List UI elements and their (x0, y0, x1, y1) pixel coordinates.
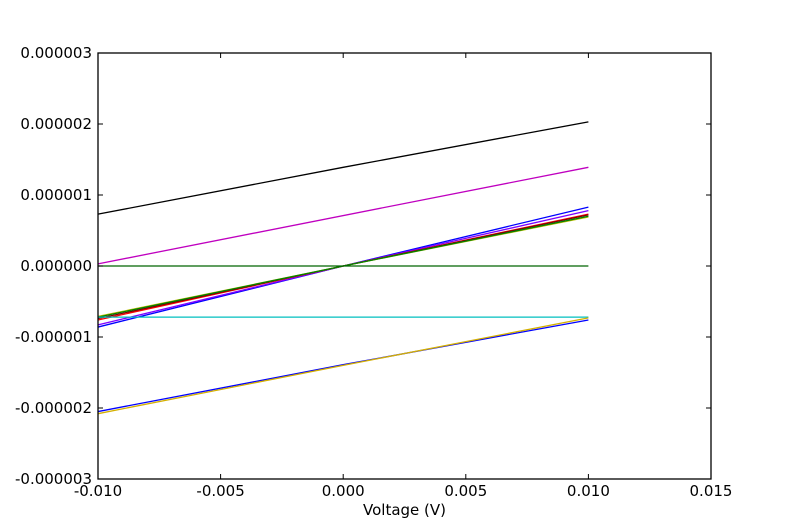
y-tick-label: -0.000002 (15, 399, 92, 417)
y-tick-label: -0.000003 (15, 470, 92, 488)
x-tick-label: -0.010 (74, 482, 122, 500)
series-line-12 (97, 317, 589, 415)
y-tick-label: 0.000002 (20, 115, 92, 133)
x-axis-label: Voltage (V) (363, 501, 446, 519)
x-tick-label: 0.000 (322, 482, 365, 500)
x-tick-label: 0.015 (690, 482, 733, 500)
y-tick-label: 0.000003 (20, 44, 92, 62)
ticks-layer: -0.010 -0.005 0.000 0.005 0.010 0.015 -0.00000… (15, 44, 732, 500)
y-tick-label: -0.000001 (15, 328, 92, 346)
x-tick-label: 0.005 (444, 482, 487, 500)
series-line-1 (97, 121, 589, 215)
series-layer (97, 121, 589, 415)
x-tick-label: -0.005 (196, 482, 244, 500)
y-tick-label: 0.000001 (20, 186, 92, 204)
series-line-11 (97, 319, 589, 413)
series-line-2 (97, 166, 589, 265)
y-tick-label: 0.000000 (20, 257, 92, 275)
x-tick-label: 0.010 (567, 482, 610, 500)
